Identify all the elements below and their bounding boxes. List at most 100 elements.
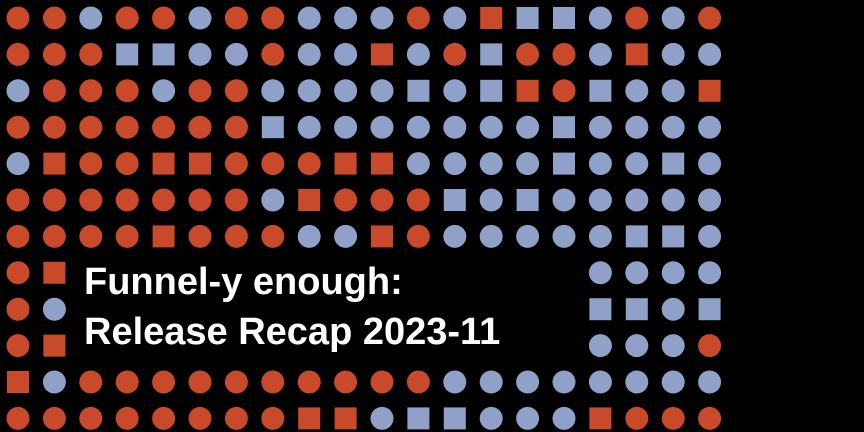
orange-circle xyxy=(224,370,248,394)
blue-circle xyxy=(625,188,649,212)
orange-circle xyxy=(188,406,212,430)
orange-circle xyxy=(698,334,722,358)
title-line-2: Release Recap 2023-11 xyxy=(84,311,501,353)
blue-square xyxy=(443,189,466,211)
orange-square xyxy=(43,152,66,175)
orange-circle xyxy=(188,224,212,248)
orange-square xyxy=(698,79,721,102)
orange-square xyxy=(43,261,66,284)
orange-square xyxy=(371,225,393,248)
orange-circle xyxy=(261,152,285,176)
orange-circle xyxy=(224,224,248,248)
orange-circle xyxy=(79,115,103,139)
blue-circle xyxy=(297,79,321,103)
blue-circle xyxy=(370,115,394,139)
blue-circle xyxy=(552,188,576,212)
orange-circle xyxy=(224,406,248,430)
orange-circle xyxy=(698,406,722,430)
blue-square xyxy=(589,298,612,321)
orange-square xyxy=(371,152,393,175)
blue-circle xyxy=(588,261,612,285)
blue-circle xyxy=(479,188,503,212)
blue-circle xyxy=(698,42,722,66)
blue-circle xyxy=(443,79,467,103)
blue-square xyxy=(261,116,284,139)
orange-circle xyxy=(370,370,394,394)
blue-square xyxy=(553,152,575,175)
blue-circle xyxy=(42,370,66,394)
orange-square xyxy=(152,225,175,248)
blue-circle xyxy=(443,370,467,394)
orange-square xyxy=(589,407,612,430)
orange-circle xyxy=(152,406,176,430)
orange-circle xyxy=(661,406,685,430)
blue-square xyxy=(407,407,430,430)
orange-square xyxy=(7,371,29,393)
orange-square xyxy=(371,43,393,66)
blue-circle xyxy=(625,79,649,103)
orange-circle xyxy=(6,406,30,430)
blue-circle xyxy=(698,224,722,248)
blue-circle xyxy=(334,115,358,139)
blue-circle xyxy=(698,261,722,285)
blue-circle xyxy=(661,297,685,321)
blue-square xyxy=(116,43,139,66)
orange-circle xyxy=(625,406,649,430)
blue-circle xyxy=(479,224,503,248)
blue-circle xyxy=(588,224,612,248)
orange-circle xyxy=(152,188,176,212)
blue-circle xyxy=(6,152,30,176)
orange-circle xyxy=(334,188,358,212)
orange-circle xyxy=(516,42,540,66)
orange-circle xyxy=(224,6,248,30)
blue-circle xyxy=(516,152,540,176)
blue-circle xyxy=(479,152,503,176)
blue-circle xyxy=(625,115,649,139)
blue-square xyxy=(516,189,539,211)
orange-circle xyxy=(261,224,285,248)
blue-circle xyxy=(661,370,685,394)
orange-circle xyxy=(79,224,103,248)
orange-circle xyxy=(152,115,176,139)
blue-circle xyxy=(406,42,430,66)
blue-circle xyxy=(661,115,685,139)
blue-circle xyxy=(698,115,722,139)
orange-circle xyxy=(406,6,430,30)
orange-circle xyxy=(625,6,649,30)
orange-circle xyxy=(6,115,30,139)
orange-circle xyxy=(152,370,176,394)
blue-circle xyxy=(188,6,212,30)
orange-circle xyxy=(42,79,66,103)
blue-circle xyxy=(552,224,576,248)
orange-square xyxy=(152,152,175,175)
blue-circle xyxy=(588,152,612,176)
blue-circle xyxy=(698,188,722,212)
blue-circle xyxy=(698,370,722,394)
blue-square xyxy=(553,116,575,139)
blue-circle xyxy=(479,115,503,139)
orange-circle xyxy=(406,370,430,394)
blue-circle xyxy=(588,42,612,66)
orange-circle xyxy=(188,79,212,103)
blue-circle xyxy=(661,79,685,103)
blue-square xyxy=(152,43,175,66)
orange-circle xyxy=(6,334,30,358)
orange-square xyxy=(189,152,211,175)
orange-circle xyxy=(115,224,139,248)
orange-circle xyxy=(6,261,30,285)
orange-circle xyxy=(79,406,103,430)
blue-circle xyxy=(625,370,649,394)
blue-circle xyxy=(334,79,358,103)
blue-circle xyxy=(516,115,540,139)
orange-circle xyxy=(6,6,30,30)
orange-circle xyxy=(42,406,66,430)
blue-circle xyxy=(698,152,722,176)
orange-circle xyxy=(152,6,176,30)
orange-circle xyxy=(224,79,248,103)
orange-circle xyxy=(261,42,285,66)
orange-circle xyxy=(79,188,103,212)
blue-square xyxy=(625,225,648,248)
orange-circle xyxy=(6,297,30,321)
blue-circle xyxy=(261,79,285,103)
